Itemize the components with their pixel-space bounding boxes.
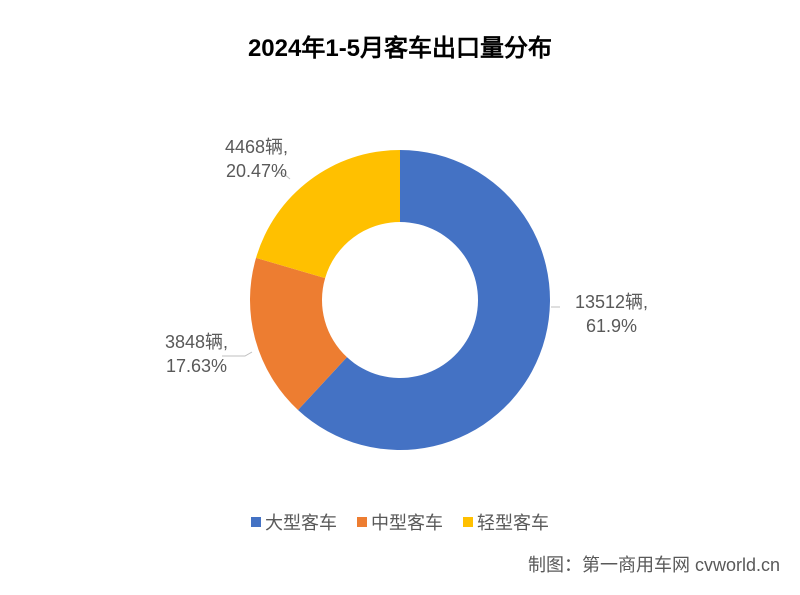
data-label-line2: 20.47% [225, 159, 288, 183]
data-label-line1: 4468辆, [225, 135, 288, 159]
data-label: 13512辆,61.9% [575, 290, 648, 339]
legend-label: 轻型客车 [477, 513, 549, 533]
chart-container: 2024年1-5月客车出口量分布 13512辆,61.9%3848辆,17.63… [0, 0, 800, 595]
credit-text: 制图：第一商用车网 cvworld.cn [528, 551, 780, 577]
data-label-line2: 17.63% [165, 354, 228, 378]
legend-item: 大型客车 [251, 509, 337, 535]
data-label-line1: 3848辆, [165, 330, 228, 354]
data-label-line1: 13512辆, [575, 290, 648, 314]
data-label-line2: 61.9% [575, 314, 648, 338]
legend-swatch [251, 517, 261, 527]
donut-chart [0, 0, 800, 595]
legend-label: 大型客车 [265, 513, 337, 533]
legend-item: 中型客车 [357, 509, 443, 535]
legend-swatch [463, 517, 473, 527]
legend: 大型客车 中型客车 轻型客车 [0, 509, 800, 535]
legend-label: 中型客车 [371, 513, 443, 533]
legend-swatch [357, 517, 367, 527]
data-label: 4468辆,20.47% [225, 135, 288, 184]
legend-item: 轻型客车 [463, 509, 549, 535]
data-label: 3848辆,17.63% [165, 330, 228, 379]
